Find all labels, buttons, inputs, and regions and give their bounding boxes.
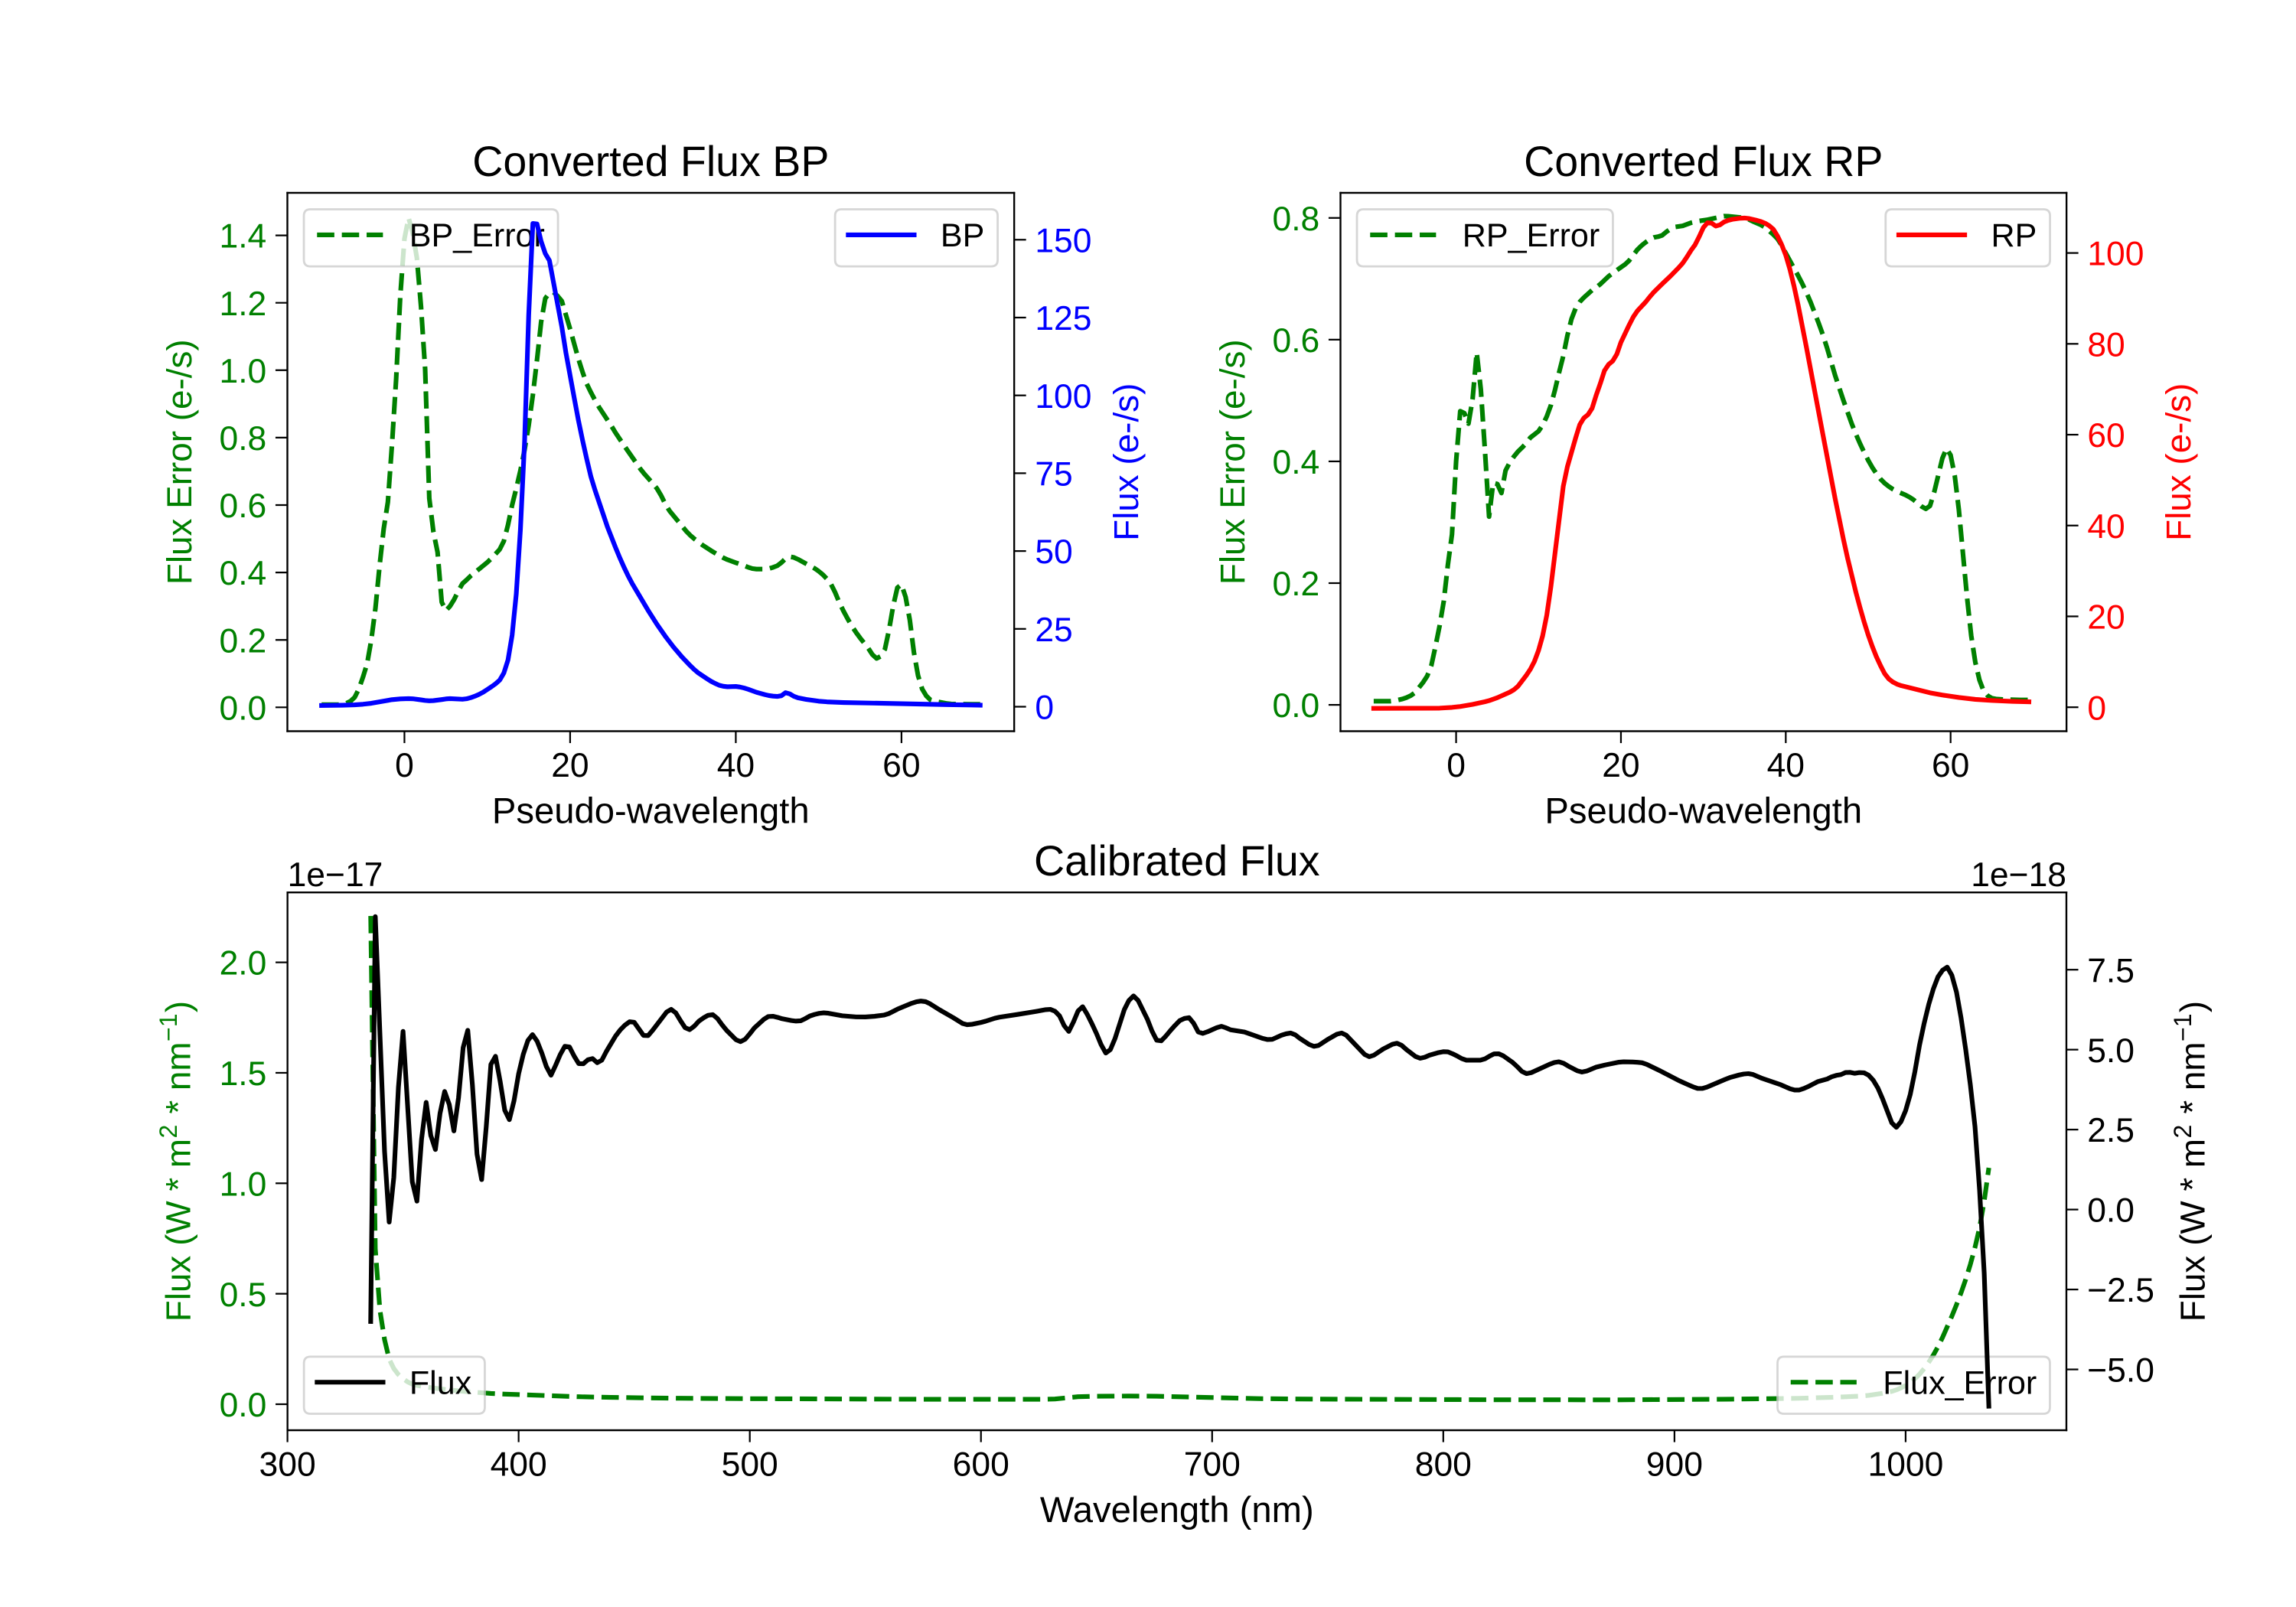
- svg-text:700: 700: [1184, 1446, 1241, 1483]
- svg-text:Pseudo-wavelength: Pseudo-wavelength: [492, 791, 810, 832]
- svg-text:0.8: 0.8: [219, 420, 266, 458]
- svg-text:0.0: 0.0: [219, 689, 266, 727]
- svg-text:40: 40: [717, 747, 755, 784]
- svg-text:0.8: 0.8: [1272, 200, 1319, 238]
- svg-text:0.0: 0.0: [220, 1387, 267, 1424]
- svg-text:80: 80: [2087, 326, 2125, 363]
- svg-text:100: 100: [2087, 236, 2144, 273]
- svg-text:1e−18: 1e−18: [1971, 856, 2066, 894]
- svg-text:Flux Error (e-/s): Flux Error (e-/s): [1213, 339, 1252, 585]
- svg-text:0.6: 0.6: [1272, 322, 1319, 360]
- svg-text:0.4: 0.4: [219, 555, 266, 592]
- svg-text:1.4: 1.4: [219, 218, 266, 256]
- svg-text:RP_Error: RP_Error: [1463, 217, 1600, 254]
- svg-text:125: 125: [1035, 300, 1091, 337]
- svg-text:900: 900: [1646, 1446, 1703, 1483]
- svg-text:60: 60: [2087, 417, 2125, 455]
- svg-text:20: 20: [551, 747, 589, 784]
- svg-text:Flux: Flux: [409, 1364, 472, 1401]
- svg-text:1e−17: 1e−17: [288, 856, 383, 894]
- svg-text:1.5: 1.5: [220, 1055, 267, 1093]
- svg-text:75: 75: [1035, 456, 1072, 494]
- svg-text:−5.0: −5.0: [2087, 1352, 2154, 1390]
- svg-text:0: 0: [2087, 689, 2106, 727]
- svg-text:800: 800: [1415, 1446, 1472, 1483]
- svg-text:0.5: 0.5: [220, 1276, 267, 1314]
- svg-text:BP: BP: [941, 217, 984, 254]
- svg-text:0: 0: [1035, 689, 1054, 727]
- svg-text:1.0: 1.0: [219, 353, 266, 390]
- svg-text:−2.5: −2.5: [2087, 1272, 2154, 1309]
- svg-text:0.0: 0.0: [2087, 1192, 2135, 1230]
- svg-text:20: 20: [1602, 747, 1639, 784]
- svg-text:Converted Flux BP: Converted Flux BP: [472, 138, 829, 185]
- svg-text:2.0: 2.0: [220, 945, 267, 983]
- svg-text:300: 300: [259, 1446, 316, 1483]
- svg-text:Calibrated Flux: Calibrated Flux: [1034, 837, 1320, 885]
- svg-text:100: 100: [1035, 378, 1091, 416]
- svg-text:500: 500: [722, 1446, 778, 1483]
- svg-text:Flux (e-/s): Flux (e-/s): [1107, 383, 1146, 541]
- svg-text:600: 600: [953, 1446, 1009, 1483]
- svg-text:1.0: 1.0: [220, 1165, 267, 1203]
- svg-text:BP_Error: BP_Error: [409, 217, 545, 254]
- svg-text:F l u x: F l u x ( W * m * n m ) 2 − 1: [2161, 992, 2212, 1322]
- svg-text:1.2: 1.2: [219, 285, 266, 323]
- svg-text:RP: RP: [1991, 217, 2037, 254]
- svg-text:0.2: 0.2: [219, 622, 266, 660]
- svg-text:25: 25: [1035, 611, 1072, 649]
- svg-text:0: 0: [1446, 747, 1466, 784]
- svg-text:Flux (e-/s): Flux (e-/s): [2159, 383, 2198, 541]
- svg-text:400: 400: [491, 1446, 547, 1483]
- svg-text:2.5: 2.5: [2087, 1112, 2135, 1149]
- svg-text:20: 20: [2087, 599, 2125, 637]
- svg-text:0.6: 0.6: [219, 487, 266, 525]
- svg-text:Wavelength (nm): Wavelength (nm): [1040, 1490, 1314, 1530]
- svg-text:1000: 1000: [1867, 1446, 1943, 1483]
- svg-text:0: 0: [395, 747, 414, 784]
- svg-text:7.5: 7.5: [2087, 952, 2135, 989]
- svg-text:5.0: 5.0: [2087, 1032, 2135, 1070]
- svg-text:0.0: 0.0: [1272, 687, 1319, 725]
- svg-text:60: 60: [882, 747, 920, 784]
- svg-text:40: 40: [2087, 508, 2125, 546]
- svg-text:Flux_Error: Flux_Error: [1883, 1364, 2037, 1401]
- svg-text:0.2: 0.2: [1272, 566, 1319, 603]
- svg-text:50: 50: [1035, 533, 1072, 571]
- svg-text:40: 40: [1767, 747, 1805, 784]
- svg-text:Pseudo-wavelength: Pseudo-wavelength: [1544, 791, 1862, 832]
- svg-text:F l u x: F l u x ( W * m * n m ) 2 − 1: [147, 992, 197, 1322]
- svg-text:0.4: 0.4: [1272, 444, 1319, 481]
- svg-text:Flux Error (e-/s): Flux Error (e-/s): [160, 339, 199, 585]
- svg-text:60: 60: [1932, 747, 1969, 784]
- svg-text:Converted Flux RP: Converted Flux RP: [1524, 138, 1883, 185]
- svg-text:150: 150: [1035, 222, 1091, 259]
